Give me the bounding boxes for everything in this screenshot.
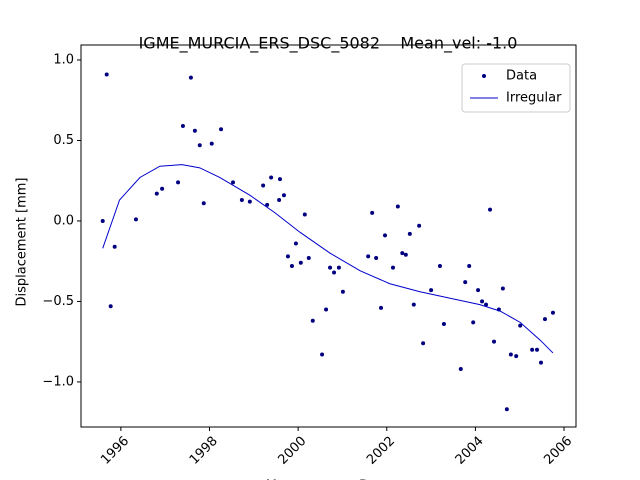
data-point xyxy=(518,323,523,328)
legend: Data Irregular xyxy=(461,63,571,113)
y-tick-label: 0.5 xyxy=(53,133,74,148)
data-point xyxy=(293,241,298,246)
x-axis-label: Measurement Date xyxy=(266,479,390,480)
data-point xyxy=(176,180,181,185)
data-point xyxy=(467,264,472,269)
data-point xyxy=(504,407,509,412)
trend-line xyxy=(102,164,554,354)
data-point xyxy=(390,265,395,270)
data-point xyxy=(441,321,446,326)
data-point xyxy=(160,186,165,191)
data-point xyxy=(340,289,345,294)
data-point xyxy=(197,143,202,148)
data-point xyxy=(302,212,307,217)
legend-box xyxy=(461,63,571,113)
data-point xyxy=(488,207,493,212)
data-point xyxy=(407,231,412,236)
data-point xyxy=(421,341,426,346)
data-point xyxy=(484,302,489,307)
data-point xyxy=(336,265,341,270)
data-point xyxy=(463,280,468,285)
y-axis-label: Displacement [mm] xyxy=(15,178,30,307)
data-point xyxy=(379,305,384,310)
data-point xyxy=(192,128,197,133)
data-point xyxy=(437,264,442,269)
legend-label: Data xyxy=(506,69,537,84)
data-point xyxy=(411,302,416,307)
data-point xyxy=(180,123,185,128)
y-tick-label: 1.0 xyxy=(53,52,74,67)
y-tick-label: −0.5 xyxy=(42,294,74,309)
data-point xyxy=(328,265,333,270)
data-point xyxy=(324,307,329,312)
legend-swatch xyxy=(482,74,486,78)
data-point xyxy=(542,317,547,322)
data-point xyxy=(400,251,405,256)
data-point xyxy=(133,217,138,222)
data-point xyxy=(480,299,485,304)
data-point xyxy=(231,180,236,185)
data-point xyxy=(298,260,303,265)
legend-label: Irregular xyxy=(506,91,562,106)
data-point xyxy=(530,347,535,352)
data-point xyxy=(247,199,252,204)
data-point xyxy=(514,354,519,359)
data-point xyxy=(366,254,371,259)
data-point xyxy=(492,339,497,344)
data-point xyxy=(112,244,117,249)
data-point xyxy=(370,210,375,215)
data-point xyxy=(535,347,540,352)
data-point xyxy=(538,360,543,365)
data-point xyxy=(289,264,294,269)
plot-frame xyxy=(80,44,577,428)
data-point xyxy=(104,72,109,77)
data-point xyxy=(219,127,224,132)
data-point xyxy=(332,270,337,275)
data-point xyxy=(550,310,555,315)
data-point xyxy=(429,288,434,293)
data-point xyxy=(476,288,481,293)
data-point xyxy=(383,233,388,238)
data-point xyxy=(471,320,476,325)
data-point xyxy=(269,175,274,180)
data-point xyxy=(100,218,105,223)
data-point xyxy=(417,223,422,228)
data-point xyxy=(154,191,159,196)
data-point xyxy=(209,141,214,146)
data-point xyxy=(108,304,113,309)
chart-title: IGME_MURCIA_ERS_DSC_5082 Mean_vel: -1.0 xyxy=(139,34,518,54)
data-point xyxy=(500,286,505,291)
data-point xyxy=(403,252,408,257)
data-point xyxy=(239,198,244,203)
data-point xyxy=(458,367,463,372)
data-point xyxy=(188,75,193,80)
data-point xyxy=(277,177,282,182)
data-point xyxy=(277,198,282,203)
data-point xyxy=(508,352,513,357)
data-point xyxy=(310,318,315,323)
data-point xyxy=(261,183,266,188)
data-point xyxy=(374,255,379,260)
data-point xyxy=(265,202,270,207)
y-tick-label: −1.0 xyxy=(42,374,74,389)
data-point xyxy=(285,254,290,259)
data-point xyxy=(201,201,206,206)
data-point xyxy=(320,352,325,357)
data-point xyxy=(281,193,286,198)
y-tick-label: 0.0 xyxy=(53,213,74,228)
data-point xyxy=(395,204,400,209)
data-point xyxy=(306,255,311,260)
